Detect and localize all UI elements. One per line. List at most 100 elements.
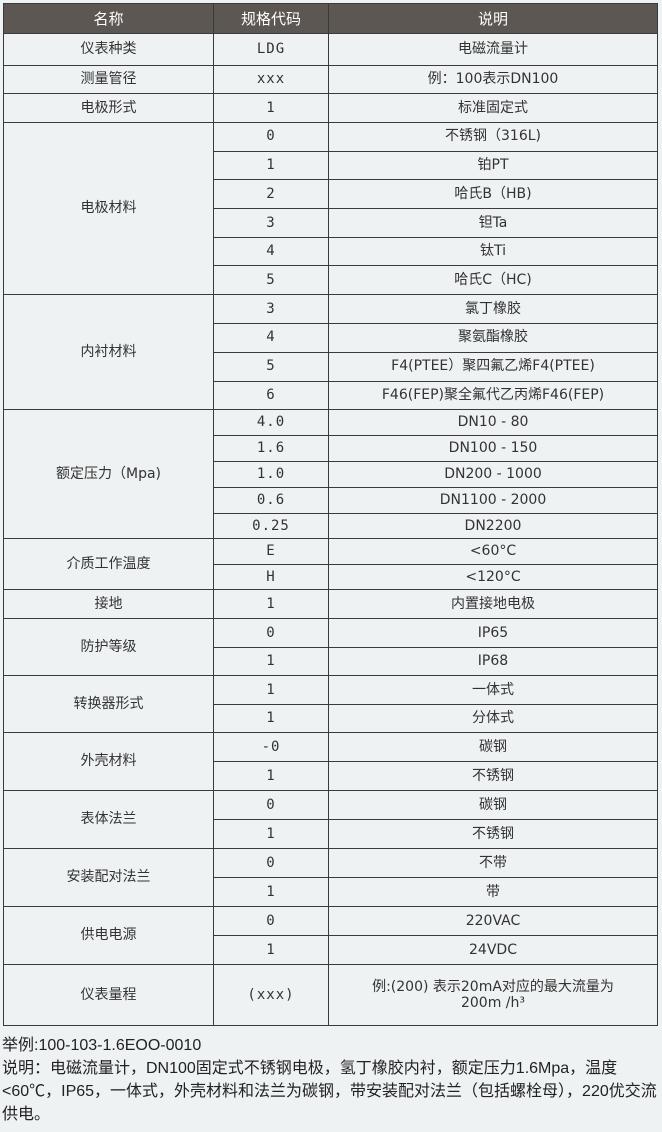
spec-description: DN100 - 150	[328, 435, 658, 462]
table-row: 电极形式 1 标准固定式	[3, 93, 658, 123]
spec-code: 1.6	[213, 435, 329, 462]
item-name: 介质工作温度	[3, 538, 214, 591]
spec-description: F4(PTEE）聚四氟乙烯F4(PTEE)	[328, 351, 658, 382]
spec-code: 1	[213, 935, 329, 966]
spec-description: 不锈钢（316L)	[328, 122, 658, 152]
table-row: 介质工作温度 E <60°C	[3, 538, 658, 591]
spec-code: 1	[213, 646, 329, 677]
spec-code: -0	[213, 732, 329, 763]
explanation-text: 说明：电磁流量计，DN100固定式不锈钢电极，氢丁橡胶内衬，额定压力1.6Mpa…	[2, 1060, 657, 1123]
notes: 举例:100-103-1.6EOO-0010 说明：电磁流量计，DN100固定式…	[2, 1034, 662, 1126]
table-row: 4 钛Ti	[4, 236, 658, 267]
item-name: 额定压力（Mpa)	[3, 409, 214, 540]
table-header: 名称 规格代码 说明	[3, 3, 658, 34]
spec-code: 1	[213, 761, 329, 792]
table-row: 5 哈氏C（HC)	[4, 265, 658, 296]
header-code: 规格代码	[213, 3, 329, 34]
table-row: 外壳材料 -0 碳钢	[3, 732, 658, 792]
spec-description: 氯丁橡胶	[328, 294, 658, 324]
spec-description: 例:(200) 表示20mA对应的最大流量为200m /h³	[328, 964, 658, 1027]
table-row: 6 F46(FEP)聚全氟代乙丙烯F46(FEP)	[4, 380, 658, 411]
table-row: 1 不锈钢	[4, 819, 658, 850]
spec-code: 1	[213, 877, 329, 908]
spec-description: 24VDC	[328, 935, 658, 966]
table-row: 2 哈氏B（HB)	[4, 179, 658, 210]
spec-code: 1	[213, 819, 329, 850]
spec-code: 1	[213, 150, 329, 181]
table-row: 表体法兰 0 碳钢	[3, 790, 658, 850]
item-name: 电极材料	[3, 121, 214, 296]
table-row: 仪表量程 (xxx) 例:(200) 表示20mA对应的最大流量为200m /h³	[3, 964, 658, 1027]
spec-description: DN1100 - 2000	[328, 486, 658, 514]
spec-code: 1	[213, 93, 329, 123]
spec-description: 220VAC	[328, 906, 658, 937]
spec-code: 1	[213, 589, 329, 620]
spec-code: 0.6	[213, 486, 329, 514]
table-row: 0.6 DN1100 - 2000	[4, 486, 658, 514]
table-row: 测量管径 xxx 例：100表示DN100	[3, 65, 658, 94]
item-name: 接地	[3, 589, 214, 620]
spec-description: 一体式	[328, 675, 658, 705]
item-name: 表体法兰	[3, 790, 214, 850]
item-name: 仪表量程	[3, 964, 214, 1027]
table-row: 防护等级 0 IP65	[3, 618, 658, 677]
table-row: 供电电源 0 220VAC	[3, 906, 658, 966]
table-row: 接地 1 内置接地电极	[3, 589, 658, 620]
spec-description: 哈氏B（HB)	[328, 179, 658, 210]
item-name: 转换器形式	[3, 675, 214, 734]
spec-code: 1	[213, 703, 329, 734]
spec-code: 0	[213, 848, 329, 879]
spec-description: 例：100表示DN100	[328, 65, 658, 94]
spec-code: 4.0	[213, 409, 329, 437]
spec-code: 0.25	[213, 512, 329, 540]
table-row: 1 24VDC	[4, 935, 658, 966]
spec-description: <120°C	[328, 563, 658, 591]
example-text: 举例:100-103-1.6EOO-0010	[2, 1037, 202, 1054]
table-row: 仪表种类 LDG 电磁流量计	[3, 33, 658, 66]
spec-description: 碳钢	[328, 732, 658, 763]
table-row: H <120°C	[4, 563, 658, 591]
spec-code: 4	[213, 236, 329, 267]
spec-description: 哈氏C（HC)	[328, 265, 658, 296]
spec-description: DN2200	[328, 512, 658, 540]
spec-description: 碳钢	[328, 790, 658, 821]
spec-code: (xxx)	[213, 964, 329, 1027]
table-row: 3 钽Ta	[4, 208, 658, 238]
spec-description: 铂PT	[328, 150, 658, 181]
spec-code: 3	[213, 208, 329, 238]
item-name: 电极形式	[3, 93, 214, 123]
table-row: 0.25 DN2200	[4, 512, 658, 540]
item-name: 测量管径	[3, 65, 214, 94]
spec-code: xxx	[213, 65, 329, 94]
spec-description: F46(FEP)聚全氟代乙丙烯F46(FEP)	[328, 380, 658, 411]
table-row: 电极材料 0 不锈钢（316L)	[3, 121, 658, 296]
spec-code: 6	[213, 380, 329, 411]
spec-code: 2	[213, 179, 329, 210]
spec-code: 0	[213, 906, 329, 937]
item-name: 防护等级	[3, 618, 214, 677]
spec-description: IP65	[328, 618, 658, 648]
item-name: 外壳材料	[3, 732, 214, 792]
spec-description: 不锈钢	[328, 819, 658, 850]
spec-code: 0	[213, 618, 329, 648]
table-row: 内衬材料 3 氯丁橡胶	[3, 294, 658, 411]
table-row: 5 F4(PTEE）聚四氟乙烯F4(PTEE)	[4, 351, 658, 382]
spec-code: 0	[213, 790, 329, 821]
table-row: 1 分体式	[4, 703, 658, 734]
spec-code: H	[213, 563, 329, 591]
spec-code: 5	[213, 351, 329, 382]
spec-code: 0	[213, 122, 329, 152]
spec-code: 4	[213, 322, 329, 353]
item-name: 供电电源	[3, 906, 214, 966]
spec-code: 5	[213, 265, 329, 296]
spec-description: 聚氨酯橡胶	[328, 322, 658, 353]
spec-code: 1	[213, 675, 329, 705]
spec-description: 不带	[328, 848, 658, 879]
item-name: 安装配对法兰	[3, 848, 214, 908]
spec-description: 钛Ti	[328, 236, 658, 267]
table-row: 1 IP68	[4, 646, 658, 677]
spec-description: 不锈钢	[328, 761, 658, 792]
spec-description: IP68	[328, 646, 658, 677]
spec-description: 带	[328, 877, 658, 908]
table-row: 转换器形式 1 一体式	[3, 675, 658, 734]
